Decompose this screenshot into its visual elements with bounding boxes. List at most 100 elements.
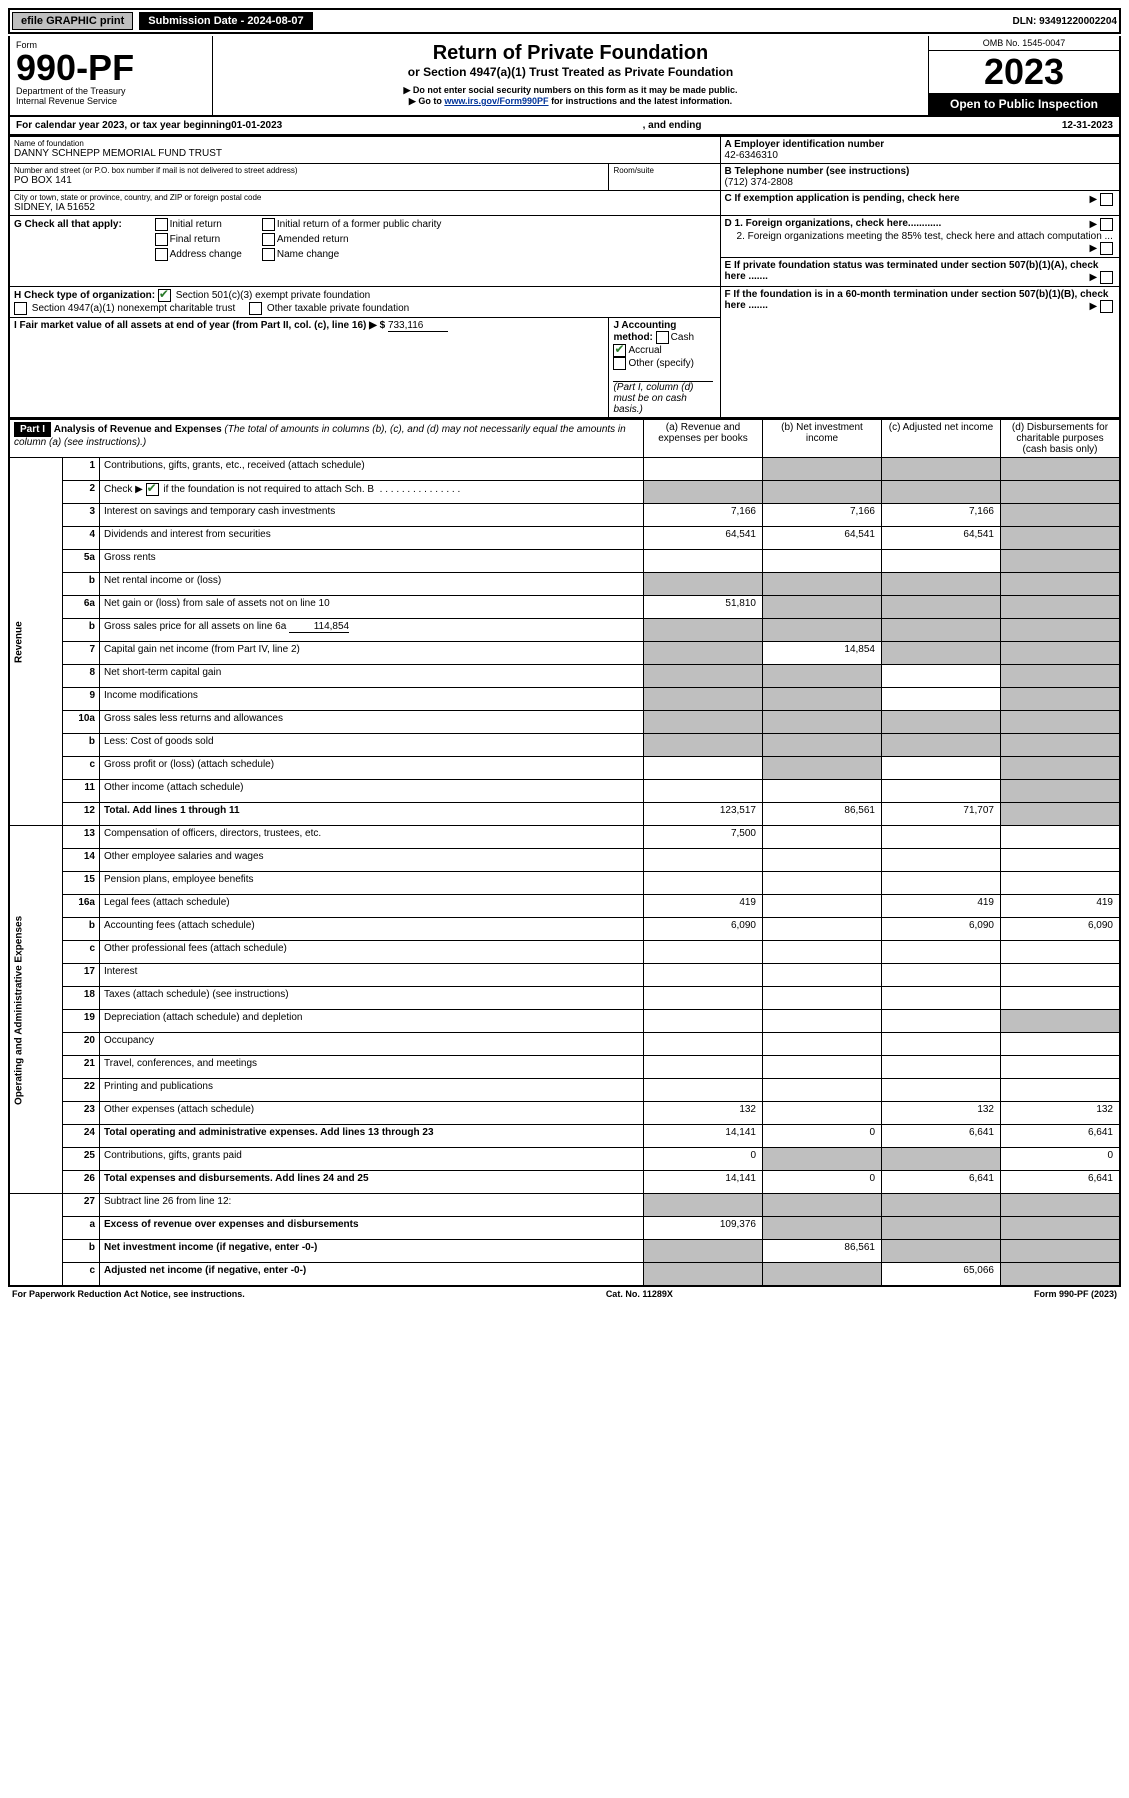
form990pf-link[interactable]: www.irs.gov/Form990PF	[444, 96, 548, 106]
line27-desc: Subtract line 26 from line 12:	[100, 1194, 644, 1217]
foundation-name: DANNY SCHNEPP MEMORIAL FUND TRUST	[14, 148, 716, 159]
h-label: H Check type of organization:	[14, 290, 155, 301]
line1-desc: Contributions, gifts, grants, etc., rece…	[100, 458, 644, 481]
line27a-desc: Excess of revenue over expenses and disb…	[100, 1217, 644, 1240]
l23c: 132	[882, 1102, 1001, 1125]
line20-desc: Occupancy	[100, 1033, 644, 1056]
tax-period-row: For calendar year 2023, or tax year begi…	[8, 117, 1121, 136]
h2-checkbox[interactable]	[14, 302, 27, 315]
l4a: 64,541	[644, 527, 763, 550]
l26b: 0	[763, 1171, 882, 1194]
open-public-badge: Open to Public Inspection	[929, 93, 1119, 115]
footer: For Paperwork Reduction Act Notice, see …	[8, 1287, 1121, 1301]
g-amended-checkbox[interactable]	[262, 233, 275, 246]
j-other-checkbox[interactable]	[613, 357, 626, 370]
line6b-pre: Gross sales price for all assets on line…	[104, 621, 286, 632]
line14-desc: Other employee salaries and wages	[100, 849, 644, 872]
g-initial-former: Initial return of a former public charit…	[277, 219, 442, 230]
l23a: 132	[644, 1102, 763, 1125]
line12-desc: Total. Add lines 1 through 11	[100, 803, 644, 826]
h3-checkbox[interactable]	[249, 302, 262, 315]
l26d: 6,641	[1001, 1171, 1121, 1194]
line8-desc: Net short-term capital gain	[100, 665, 644, 688]
period-mid: , and ending	[282, 120, 1062, 131]
line6b-desc: Gross sales price for all assets on line…	[100, 619, 644, 642]
j-accrual: Accrual	[628, 345, 661, 356]
l4c: 64,541	[882, 527, 1001, 550]
line2-desc: Check ▶ if the foundation is not require…	[100, 481, 644, 504]
line10c-desc: Gross profit or (loss) (attach schedule)	[100, 757, 644, 780]
d1-checkbox[interactable]	[1100, 218, 1113, 231]
ein-label: A Employer identification number	[725, 139, 1115, 150]
l24d: 6,641	[1001, 1125, 1121, 1148]
g-initial-checkbox[interactable]	[155, 218, 168, 231]
addr-label: Number and street (or P.O. box number if…	[14, 166, 604, 175]
g-address-checkbox[interactable]	[155, 248, 168, 261]
j-accrual-checkbox[interactable]	[613, 344, 626, 357]
l3b: 7,166	[763, 504, 882, 527]
line4-desc: Dividends and interest from securities	[100, 527, 644, 550]
line26-desc: Total expenses and disbursements. Add li…	[100, 1171, 644, 1194]
dept-label: Department of the Treasury	[16, 86, 206, 96]
l7b: 14,854	[763, 642, 882, 665]
l26a: 14,141	[644, 1171, 763, 1194]
i-value: 733,116	[388, 320, 448, 332]
l24c: 6,641	[882, 1125, 1001, 1148]
footer-right: Form 990-PF (2023)	[1034, 1289, 1117, 1299]
submission-date-badge: Submission Date - 2024-08-07	[139, 12, 312, 30]
period-end: 12-31-2023	[1062, 120, 1113, 131]
line6a-desc: Net gain or (loss) from sale of assets n…	[100, 596, 644, 619]
goto-line: ▶ Go to www.irs.gov/Form990PF for instru…	[219, 96, 922, 107]
line9-desc: Income modifications	[100, 688, 644, 711]
l16ad: 419	[1001, 895, 1121, 918]
g-initial-former-checkbox[interactable]	[262, 218, 275, 231]
d2-checkbox[interactable]	[1100, 242, 1113, 255]
l23d: 132	[1001, 1102, 1121, 1125]
c-label: C If exemption application is pending, c…	[725, 193, 960, 204]
line10a-desc: Gross sales less returns and allowances	[100, 711, 644, 734]
expenses-side-label: Operating and Administrative Expenses	[9, 826, 63, 1194]
form-title: Return of Private Foundation	[219, 42, 922, 65]
l6aa: 51,810	[644, 596, 763, 619]
name-label: Name of foundation	[14, 139, 716, 148]
l16ac: 419	[882, 895, 1001, 918]
col-a-header: (a) Revenue and expenses per books	[644, 420, 763, 458]
line6b-val: 114,854	[289, 621, 349, 633]
form-number: 990-PF	[16, 50, 206, 86]
c-checkbox[interactable]	[1100, 193, 1113, 206]
phone-label: B Telephone number (see instructions)	[725, 166, 1115, 177]
period-begin: 01-01-2023	[231, 120, 282, 131]
g-final: Final return	[170, 234, 221, 245]
line16b-desc: Accounting fees (attach schedule)	[100, 918, 644, 941]
line25-desc: Contributions, gifts, grants paid	[100, 1148, 644, 1171]
l26c: 6,641	[882, 1171, 1001, 1194]
top-bar: efile GRAPHIC print Submission Date - 20…	[8, 8, 1121, 34]
l12b: 86,561	[763, 803, 882, 826]
l16bc: 6,090	[882, 918, 1001, 941]
irs-label: Internal Revenue Service	[16, 96, 206, 106]
goto-pre: ▶ Go to	[409, 96, 444, 106]
g-final-checkbox[interactable]	[155, 233, 168, 246]
f-label: F If the foundation is in a 60-month ter…	[725, 289, 1109, 311]
e-label: E If private foundation status was termi…	[725, 260, 1099, 282]
line3-desc: Interest on savings and temporary cash i…	[100, 504, 644, 527]
footer-left: For Paperwork Reduction Act Notice, see …	[12, 1289, 245, 1299]
j-note: (Part I, column (d) must be on cash basi…	[613, 382, 693, 415]
j-cash-checkbox[interactable]	[656, 331, 669, 344]
line2-checkbox[interactable]	[146, 483, 159, 496]
f-checkbox[interactable]	[1100, 300, 1113, 313]
g-initial: Initial return	[170, 219, 222, 230]
l27cc: 65,066	[882, 1263, 1001, 1287]
line2-pre: Check ▶	[104, 484, 143, 495]
g-name-checkbox[interactable]	[262, 248, 275, 261]
l16bd: 6,090	[1001, 918, 1121, 941]
line22-desc: Printing and publications	[100, 1079, 644, 1102]
e-checkbox[interactable]	[1100, 271, 1113, 284]
l3a: 7,166	[644, 504, 763, 527]
line23-desc: Other expenses (attach schedule)	[100, 1102, 644, 1125]
line15-desc: Pension plans, employee benefits	[100, 872, 644, 895]
room-label: Room/suite	[613, 166, 715, 175]
l16ba: 6,090	[644, 918, 763, 941]
h1-checkbox[interactable]	[158, 289, 171, 302]
efile-button[interactable]: efile GRAPHIC print	[12, 12, 133, 30]
